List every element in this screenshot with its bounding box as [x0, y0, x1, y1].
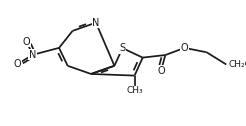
Text: O: O — [23, 37, 30, 47]
Text: O: O — [181, 43, 188, 53]
Text: N: N — [92, 18, 100, 28]
Text: CH₂CH₃: CH₂CH₃ — [229, 60, 246, 69]
Text: O: O — [157, 66, 165, 76]
Text: O: O — [14, 59, 21, 69]
Text: S: S — [120, 43, 125, 53]
Text: N: N — [29, 50, 36, 60]
Text: CH₃: CH₃ — [126, 86, 143, 96]
